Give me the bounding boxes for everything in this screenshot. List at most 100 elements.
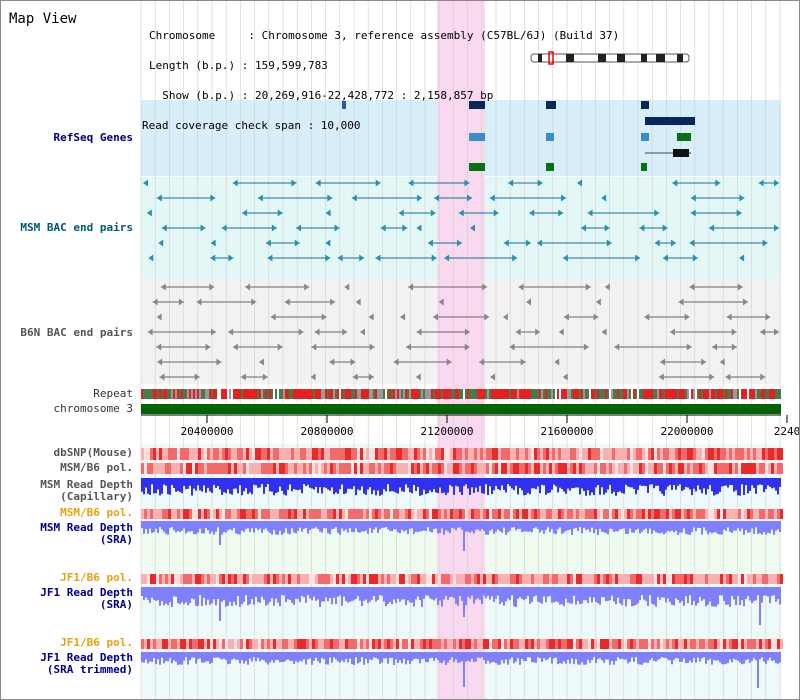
jf1-trimmed-depth-bar [525,652,527,661]
dbsnp-mark [771,448,774,460]
msm-b6-pol-mark [597,463,600,474]
msm-b6-pol-mark [507,509,510,519]
msm-capillary-depth-bar [455,478,457,486]
msm-capillary-depth-bar [609,478,611,485]
dbsnp-mark [423,448,426,460]
track-label-refseq[interactable]: RefSeq Genes [53,131,133,144]
jf1-trimmed-depth-bar [769,652,771,658]
msm-capillary-depth-bar [553,478,555,485]
msm-sra-depth-bar [213,521,215,535]
msm-b6-pol-mark [219,509,222,519]
msm-b6-pol-mark [747,463,750,474]
track-label-dbsnp[interactable]: dbSNP(Mouse) [53,446,133,459]
jf1-b6-pol-mark [612,574,615,584]
b6n-bac-pair-end [368,313,374,321]
dbsnp-mark [246,448,249,460]
repeat-mark [363,389,365,399]
msm-sra-depth-bar [283,521,285,533]
track-label-jf1-b6-pol-2[interactable]: JF1/B6 pol. [60,636,133,649]
repeat-mark [157,389,159,399]
track-label-jf1-depth-trimmed[interactable]: JF1 Read Depth (SRA trimmed) [40,652,133,676]
dbsnp-mark [153,448,156,460]
msm-b6-pol-mark [609,509,612,519]
track-label-msm-depth-sra[interactable]: MSM Read Depth (SRA) [40,522,133,546]
repeat-mark [697,389,699,399]
msm-sra-depth-bar [311,521,313,529]
repeat-mark [217,389,219,399]
jf1-trimmed-depth-bar [707,652,709,661]
msm-b6-pol-mark [414,463,417,474]
repeat-mark [441,389,443,399]
track-label-msm-depth-capillary[interactable]: MSM Read Depth (Capillary) [40,479,133,503]
track-label-msm-b6-pol-1[interactable]: MSM/B6 pol. [60,461,133,474]
jf1-trimmed-depth-bar [377,652,379,660]
jf1-sra-depth-bar [393,587,395,600]
jf1-b6-pol-mark [300,574,303,584]
repeat-mark [261,389,263,399]
jf1-b6-pol-mark [393,574,396,584]
track-label-msm-bac[interactable]: MSM BAC end pairs [20,221,133,234]
jf1-sra-depth-bar [467,587,469,597]
msm-capillary-depth-bar [353,478,355,487]
jf1-trimmed-depth-bar [623,652,625,660]
dbsnp-mark [636,448,639,460]
track-label-msm-b6-pol-2[interactable]: MSM/B6 pol. [60,506,133,519]
jf1-trimmed-depth-bar [555,652,557,658]
track-label-chromosome[interactable]: chromosome 3 [53,402,133,415]
jf1-sra-depth-bar [149,587,151,604]
b6n-bac-pair-end [490,373,496,381]
track-label-repeat[interactable]: Repeat [93,387,133,400]
msm-sra-depth-bar [199,521,201,529]
msm-sra-depth-bar [679,521,681,533]
msm-sra-depth-bar [713,521,715,533]
track-label-jf1-depth-sra[interactable]: JF1 Read Depth (SRA) [40,587,133,611]
repeat-mark [701,389,703,399]
jf1-trimmed-depth-bar [339,652,341,663]
repeat-mark [427,389,429,399]
jf1-sra-depth-bar [649,587,651,596]
dbsnp-mark [492,448,495,460]
jf1-sra-depth-bar [491,587,493,597]
b6n-bac-pair-end [159,373,165,381]
msm-sra-depth-bar [627,521,629,534]
msm-b6-pol-mark [639,509,642,519]
repeat-mark [383,389,385,399]
msm-b6-pol-mark [600,509,603,519]
jf1-b6-pol-mark [351,574,354,584]
jf1-sra-depth-bar [429,587,431,599]
dbsnp-mark [753,448,756,460]
jf1-sra-depth-bar [397,587,399,599]
msm-capillary-depth-bar [735,478,737,491]
jf1-trimmed-depth-bar [405,652,407,665]
msm-capillary-depth-bar [709,478,711,485]
dbsnp-mark [573,448,576,460]
jf1-trimmed-depth-bar [559,652,561,664]
msm-b6-pol-mark [705,509,708,519]
dbsnp-mark [747,448,750,460]
jf1-sra-depth-bar [245,587,247,596]
msm-capillary-depth-bar [409,478,411,493]
track-label-b6n-bac[interactable]: B6N BAC end pairs [20,326,133,339]
jf1-b6-pol-mark [480,574,483,584]
jf1-sra-depth-bar [143,587,145,601]
msm-bac-pair-end [774,179,779,187]
jf1-trimmed-depth-bar [557,652,559,664]
jf1-sra-depth-bar [605,587,607,602]
jf1-b6-pol-mark [636,574,639,584]
msm-sra-depth-bar [287,521,289,534]
msm-bac-pair-end [654,209,660,217]
jf1-b6-pol-mark [381,574,384,584]
repeat-mark [599,389,601,399]
jf1-b6-pol-mark [399,574,402,584]
msm-b6-pol-mark [330,463,333,474]
jf1-sra-depth-bar [547,587,549,597]
msm-sra-depth-bar [693,521,695,528]
b6n-bac-pair-end [464,343,470,351]
jf1-b6-pol-mark [336,639,339,649]
track-label-jf1-b6-pol-1[interactable]: JF1/B6 pol. [60,571,133,584]
msm-b6-pol-mark [249,509,252,519]
jf1-b6-pol-mark [417,639,420,649]
msm-sra-depth-bar [141,521,143,529]
msm-bac-pair-end [271,224,277,232]
